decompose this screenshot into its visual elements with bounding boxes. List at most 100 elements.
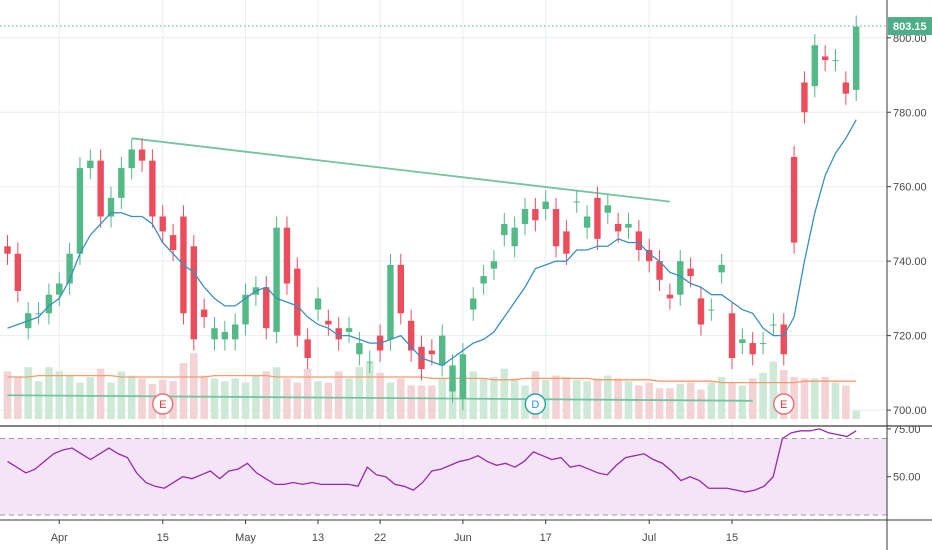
candle-body <box>200 309 208 318</box>
candle-body <box>232 324 239 340</box>
volume-bar <box>614 378 622 419</box>
candle-body <box>4 246 11 254</box>
candle-body <box>853 26 860 90</box>
candle-body <box>625 223 632 228</box>
price-tick-label: 700.00 <box>893 405 927 417</box>
volume-bar <box>272 367 281 419</box>
candle-body <box>221 331 229 340</box>
volume-bar <box>324 382 333 419</box>
price-tick-label: 800.00 <box>893 33 927 45</box>
event-marker <box>152 393 174 415</box>
volume-bar <box>96 368 105 419</box>
volume-bar <box>293 382 302 419</box>
volume-bar <box>345 378 353 419</box>
volume-bar <box>376 372 384 419</box>
last-price-label: 803.15 <box>893 21 927 33</box>
candle-body <box>583 216 591 228</box>
volume-bar <box>811 378 819 419</box>
candle-body <box>169 235 177 251</box>
volume-bar <box>417 385 426 419</box>
candle-body <box>428 350 436 355</box>
volume-bar <box>241 382 250 419</box>
volume-bar <box>593 378 602 419</box>
volume-bar <box>65 375 74 419</box>
volume-bar <box>842 385 850 419</box>
candle-body <box>635 231 643 251</box>
candle-body <box>708 309 715 311</box>
time-tick-label: 22 <box>374 532 386 544</box>
volume-bar <box>697 389 705 419</box>
moving-average-line <box>7 119 857 367</box>
price-tick-label: 740.00 <box>893 256 927 268</box>
candle-body <box>356 343 363 355</box>
volume-bar <box>221 381 229 419</box>
candle-body <box>511 227 518 247</box>
volume-bar <box>45 367 53 419</box>
candle-body <box>780 324 787 355</box>
candle-body <box>656 261 663 280</box>
candle-body <box>604 205 611 213</box>
candle-body <box>439 335 446 366</box>
candle-body <box>45 294 53 314</box>
candle-body <box>397 264 404 314</box>
event-marker-label: E <box>780 399 787 411</box>
volume-bar <box>179 363 188 419</box>
candle-body <box>677 261 684 295</box>
volume-bar <box>852 410 860 419</box>
candle-body <box>521 209 529 224</box>
volume-bar <box>190 353 198 419</box>
candle-body <box>490 261 498 269</box>
volume-bar <box>748 378 757 419</box>
volume-bar <box>334 371 343 419</box>
candle-body <box>552 209 560 247</box>
candle-body <box>801 82 808 113</box>
candle-body <box>821 56 829 61</box>
candle-body <box>749 343 756 355</box>
volume-bar <box>407 385 415 419</box>
candle-body <box>128 149 135 169</box>
volume-bar <box>666 388 674 419</box>
volume-bar <box>386 382 395 419</box>
volume-bar <box>314 381 322 419</box>
time-tick-label: 15 <box>157 532 169 544</box>
volume-bar <box>24 367 32 419</box>
volume-bar <box>676 384 685 419</box>
candle-body <box>501 223 508 236</box>
candle-body <box>97 160 104 217</box>
volume-bar <box>562 377 571 419</box>
candle-body <box>759 343 767 345</box>
volume-bar <box>604 375 612 419</box>
volume-bar <box>635 385 643 419</box>
volume-bar <box>14 377 22 419</box>
candle-body <box>739 339 746 344</box>
candle-body <box>542 201 549 210</box>
candle-body <box>118 168 125 198</box>
time-tick-label: 17 <box>540 532 552 544</box>
candle-body <box>87 160 94 169</box>
volume-bar <box>831 382 840 419</box>
candle-body <box>35 313 42 315</box>
candle-body <box>76 168 84 254</box>
event-marker-label: E <box>159 399 166 411</box>
volume-bar <box>800 378 809 419</box>
candle-body <box>811 45 818 87</box>
trendline <box>131 137 671 203</box>
volume-bar <box>169 381 177 419</box>
candle-body <box>842 82 850 94</box>
volume-bar <box>34 381 43 419</box>
volume-bar <box>127 375 136 419</box>
volume-bar <box>355 367 364 419</box>
event-marker <box>773 393 795 415</box>
volume-bar <box>821 377 829 419</box>
volume-bar <box>428 385 436 419</box>
rsi-tick-label: 75.00 <box>893 424 921 436</box>
candle-body <box>470 298 477 310</box>
candlesticks <box>4 15 860 411</box>
volume-bar <box>469 371 478 419</box>
volume-bar <box>231 378 239 419</box>
volume-bar <box>717 377 726 419</box>
price-tick-label: 780.00 <box>893 107 927 119</box>
